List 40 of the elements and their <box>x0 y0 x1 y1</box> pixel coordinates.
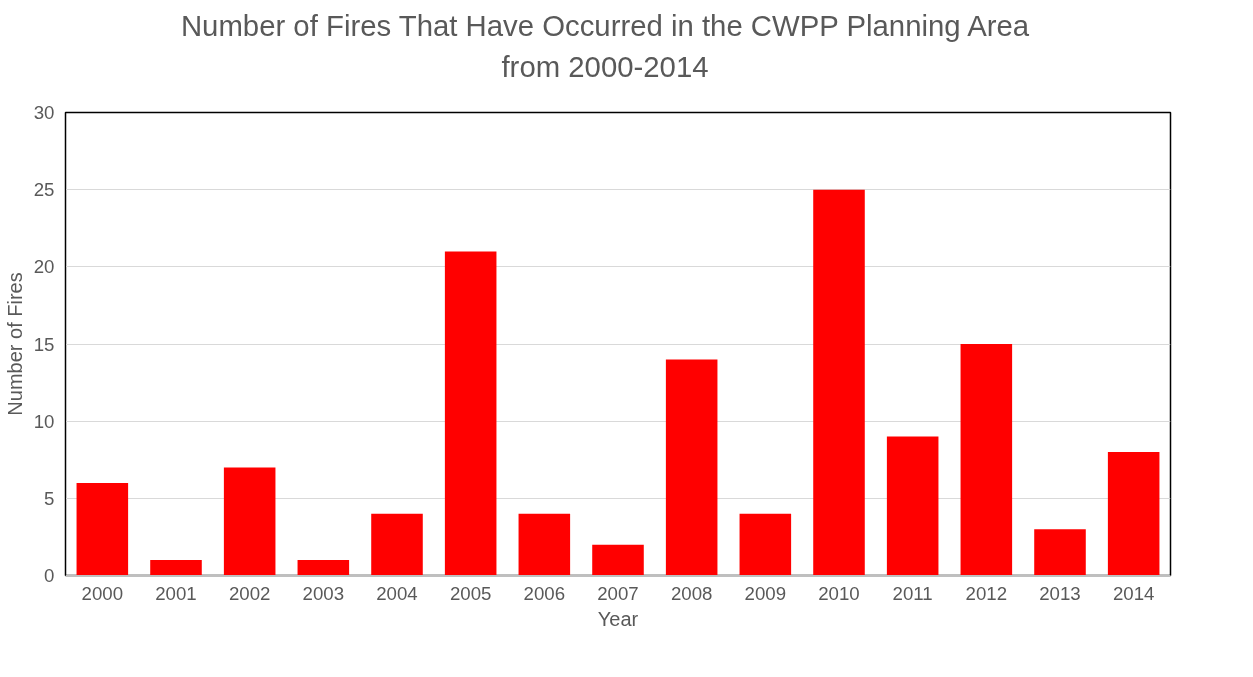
bar <box>297 560 350 576</box>
bar <box>518 513 571 576</box>
x-tick-label: 2014 <box>1112 582 1155 604</box>
y-tick-label: 25 <box>33 179 55 201</box>
y-tick-label: 30 <box>33 102 55 124</box>
x-tick-label: 2010 <box>818 582 860 604</box>
chart-title: Number of Fires That Have Occurred in the CWPP Planning Area from 2000-2014 <box>180 8 1030 86</box>
bar <box>444 251 497 576</box>
x-tick-label: 2009 <box>744 582 787 604</box>
bar <box>813 189 865 576</box>
x-tick-label: 2006 <box>523 582 566 604</box>
x-axis-title: Year <box>597 607 639 630</box>
bar <box>665 359 718 576</box>
bar <box>371 513 423 576</box>
bar <box>886 436 939 576</box>
bar <box>223 467 276 576</box>
x-tick-label: 2002 <box>228 582 271 604</box>
y-axis-title: Number of Fires <box>3 272 26 416</box>
x-tick-label: 2011 <box>892 582 933 604</box>
x-tick-label: 2013 <box>1039 582 1081 604</box>
x-tick-label: 2003 <box>302 582 345 604</box>
bar <box>1107 452 1160 576</box>
bar <box>1034 529 1086 576</box>
x-tick-label: 2007 <box>597 582 639 604</box>
bar <box>150 560 202 576</box>
y-tick-label: 5 <box>44 487 55 509</box>
bar <box>960 344 1013 576</box>
y-tick-label: 10 <box>33 410 55 432</box>
bar <box>592 544 644 576</box>
y-tick-label: 0 <box>44 565 55 587</box>
y-tick-label: 20 <box>33 256 55 278</box>
x-tick-label: 2012 <box>965 582 1008 604</box>
bar <box>76 482 129 576</box>
x-tick-label: 2001 <box>155 582 197 604</box>
x-tick-label: 2008 <box>670 582 713 604</box>
x-tick-label: 2004 <box>376 582 418 604</box>
x-tick-label: 2005 <box>449 582 492 604</box>
bar <box>739 513 792 576</box>
x-tick-label: 2000 <box>81 582 124 604</box>
y-tick-label: 15 <box>33 333 55 355</box>
